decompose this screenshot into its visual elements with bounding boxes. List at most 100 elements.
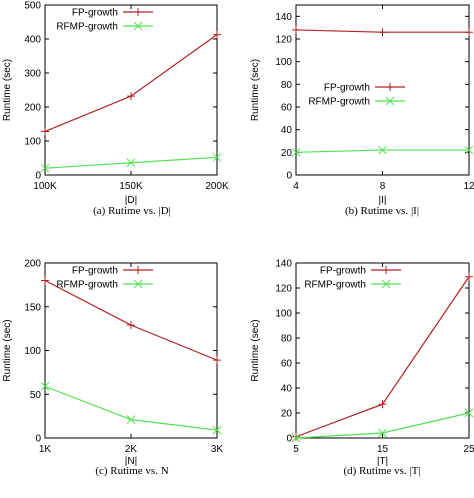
chart-d-ytick-label: 120	[275, 284, 292, 295]
chart-b-legend-marker	[385, 96, 395, 106]
chart-a-xtick-label: 100K	[33, 181, 57, 192]
chart-a-data-point	[213, 30, 221, 39]
chart-b-ytick-label: 40	[281, 125, 293, 136]
chart-b-data-point	[291, 147, 301, 157]
chart-a-x-axis-label: |D|	[125, 195, 137, 206]
chart-b-y-axis-label: Runtime (sec)	[250, 59, 261, 121]
chart-a-ytick-label: 400	[24, 35, 41, 46]
chart-c-caption: (c) Rutime vs. N	[95, 465, 168, 477]
chart-a-ytick-label: 300	[24, 69, 41, 80]
chart-d-legend-marker	[382, 266, 390, 274]
chart-a-ytick-label: 500	[24, 1, 41, 12]
chart-b-data-point	[292, 25, 300, 34]
chart-d-ytick-label: 0	[286, 434, 292, 445]
chart-b-ytick-label: 120	[275, 35, 292, 46]
chart-d-caption: (d) Rutime vs. |T|	[343, 465, 420, 477]
chart-b-legend-label: RFMP-growth	[308, 97, 370, 108]
chart-c-xtick-label: 2K	[125, 444, 138, 455]
chart-d-legend-marker	[381, 279, 391, 289]
chart-d-xtick-label: 15	[377, 444, 389, 455]
chart-d-ytick-label: 20	[281, 409, 293, 420]
chart-a-ytick-label: 200	[24, 103, 41, 114]
chart-b: 0 20 40 60 80 100 120 140 4 8 12 |I| Runtime (sec) FP…	[250, 4, 474, 217]
chart-b-ytick-label: 60	[281, 103, 293, 114]
chart-b-legend-label: FP-growth	[324, 83, 370, 94]
chart-d-data-point	[291, 433, 301, 443]
chart-c-y-axis-label: Runtime (sec)	[2, 319, 13, 381]
chart-a-data-point	[126, 158, 136, 168]
chart-d-data-point	[464, 408, 474, 418]
chart-a-legend-label: FP-growth	[72, 8, 118, 19]
chart-c-ytick-label: 200	[24, 259, 41, 270]
chart-c-ytick-label: 0	[35, 434, 41, 445]
chart-d-data-point	[378, 428, 387, 438]
chart-b-ytick-label: 100	[275, 57, 292, 68]
chart-d-ytick-label: 80	[281, 334, 293, 345]
chart-d-xtick-label: 5	[293, 444, 299, 455]
chart-a: 0 100 200 300 400 500 100K 150K 200K |D| Runtime (…	[2, 1, 229, 218]
chart-c-legend-marker	[133, 279, 143, 289]
chart-d-legend-label: FP-growth	[320, 266, 366, 277]
chart-c-legend-marker	[134, 266, 142, 274]
chart-a-xtick-label: 150K	[119, 181, 143, 192]
chart-a-xtick-label: 200K	[205, 181, 229, 192]
chart-d-data-point	[378, 400, 387, 409]
chart-b-xtick-label: 8	[380, 181, 386, 192]
chart-c-xtick-label: 3K	[211, 444, 224, 455]
chart-b-ytick-label: 80	[281, 80, 293, 91]
chart-c-data-point	[126, 415, 136, 424]
chart-c-x-axis-label: |N|	[125, 456, 137, 467]
chart-a-y-axis-label: Runtime (sec)	[2, 59, 13, 121]
chart-b-data-point	[464, 145, 474, 155]
chart-a-legend-marker	[134, 8, 142, 16]
chart-b-ytick-label: 20	[281, 148, 293, 159]
chart-b-x-axis-label: |I|	[379, 195, 387, 206]
chart-c-data-point	[41, 276, 49, 285]
chart-c-legend-label: FP-growth	[72, 266, 118, 277]
chart-b-caption: (b) Rutime vs. |I|	[345, 205, 419, 217]
chart-c-data-point	[40, 382, 50, 391]
chart-a-legend-marker	[133, 21, 143, 31]
chart-d-ytick-label: 40	[281, 384, 293, 395]
chart-d-series-line-fp-growth	[295, 276, 470, 438]
chart-a-data-point	[40, 163, 50, 173]
chart-b-data-point	[378, 145, 387, 155]
chart-a-data-point	[127, 92, 135, 101]
chart-a-ytick-label: 100	[24, 137, 41, 148]
chart-d-y-axis-label: Runtime (sec)	[250, 319, 261, 381]
chart-b-data-point	[378, 28, 387, 37]
chart-d-x-axis-label: |T|	[377, 456, 388, 467]
chart-a-data-point	[41, 127, 49, 136]
chart-b-xtick-label: 4	[293, 181, 299, 192]
chart-d-data-point	[292, 432, 300, 441]
chart-c-ytick-label: 150	[24, 302, 41, 313]
chart-b-ytick-label: 140	[275, 12, 292, 23]
chart-d: 0 20 40 60 80 100 120 140 5 15 25 |T| Runtime (sec) F…	[250, 259, 474, 478]
chart-c-data-point	[127, 321, 135, 330]
chart-d-ytick-label: 140	[275, 259, 292, 270]
chart-c-series-line-fp-growth	[44, 279, 218, 361]
chart-c-ytick-label: 50	[30, 390, 42, 401]
chart-d-xtick-label: 25	[463, 444, 474, 455]
chart-d-ytick-label: 100	[275, 309, 292, 320]
chart-d-data-point	[465, 272, 473, 281]
chart-c-legend-label: RFMP-growth	[56, 280, 118, 291]
chart-b-ytick-label: 0	[286, 171, 292, 182]
chart-b-xtick-label: 12	[463, 181, 474, 192]
chart-b-legend-marker	[386, 83, 394, 91]
chart-a-legend-label: RFMP-growth	[56, 22, 118, 33]
chart-c-ytick-label: 100	[24, 346, 41, 357]
chart-c: 0 50 100 150 200 1K 2K 3K |N| Runtime (sec) FP-gro…	[2, 259, 223, 478]
chart-a-series-line-fp-growth	[44, 34, 218, 133]
chart-d-ytick-label: 60	[281, 359, 293, 370]
chart-c-series-line-rfmp-growth	[44, 385, 218, 431]
chart-c-xtick-label: 1K	[39, 444, 52, 455]
chart-a-ytick-label: 0	[35, 171, 41, 182]
chart-a-caption: (a) Rutime vs. |D|	[93, 205, 171, 217]
chart-b-data-point	[465, 28, 473, 37]
chart-c-data-point	[213, 356, 221, 365]
chart-d-legend-label: RFMP-growth	[304, 280, 366, 291]
chart-a-data-point	[212, 152, 222, 162]
